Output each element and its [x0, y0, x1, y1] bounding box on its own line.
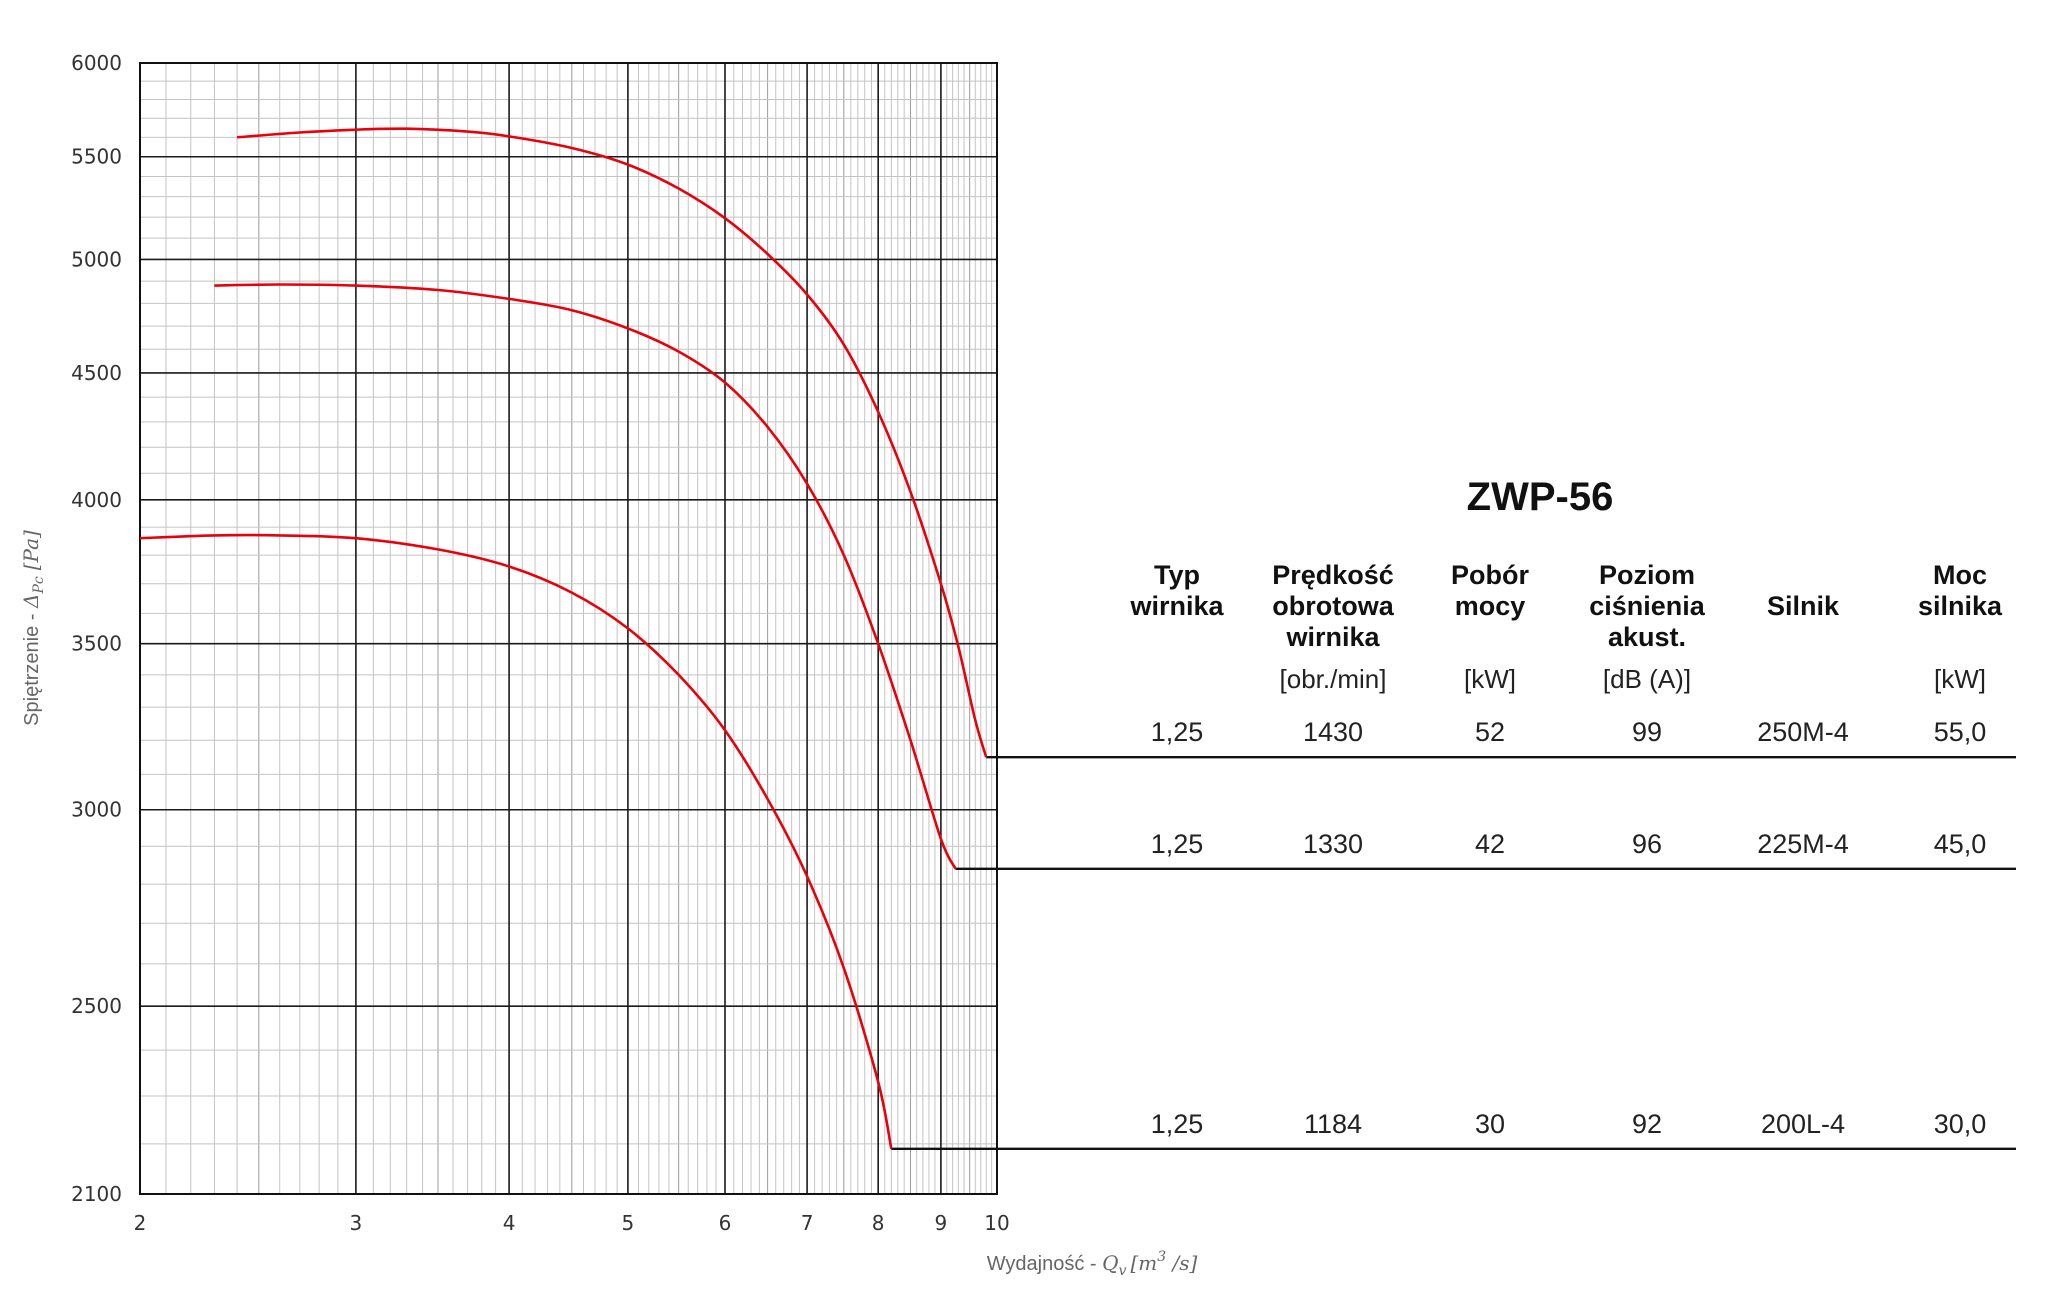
performance-curve-1 — [237, 127, 988, 758]
table-cell: 52 — [1475, 717, 1505, 747]
column-unit: [dB (A)] — [1603, 664, 1691, 694]
performance-curve-2 — [214, 283, 957, 870]
table-cell: 1330 — [1303, 829, 1363, 859]
x-tick-label: 4 — [503, 1211, 516, 1235]
table-cell: 99 — [1632, 717, 1662, 747]
column-header: Prędkość obrotowa wirnika — [1272, 560, 1395, 652]
model-title: ZWP-56 — [1467, 475, 1614, 519]
column-unit: [obr./min] — [1280, 664, 1387, 694]
table-row: 1,25 1430 52 99 250M-4 55,0 — [1151, 717, 1987, 747]
table-cell: 1430 — [1303, 717, 1363, 747]
column-header: Pobór mocy — [1451, 560, 1529, 621]
x-tick-label: 5 — [622, 1211, 635, 1235]
column-unit: [kW] — [1934, 664, 1986, 694]
axes — [139, 62, 998, 1195]
table-cell: 30,0 — [1934, 1109, 1987, 1139]
table-body: 1,25 1430 52 99 250M-4 55,0 1,25 1330 42 96 225M-4… — [1151, 717, 1987, 1139]
major-grid — [139, 62, 998, 1195]
table-header: Typ wirnika Prędkość obrotowa wirnika [obr./m… — [1129, 560, 2003, 694]
y-tick-label: 5500 — [71, 145, 122, 169]
y-tick-label: 3500 — [71, 632, 122, 656]
y-tick-label: 5000 — [71, 247, 122, 271]
x-tick-label: 3 — [350, 1211, 363, 1235]
table-cell: 250M-4 — [1757, 717, 1849, 747]
table-cell: 96 — [1632, 829, 1662, 859]
table-row: 1,25 1330 42 96 225M-4 45,0 — [1151, 829, 1987, 859]
plot-frame — [139, 62, 998, 1195]
column-header: Silnik — [1767, 591, 1840, 621]
table-cell: 225M-4 — [1757, 829, 1849, 859]
table-cell: 42 — [1475, 829, 1505, 859]
x-tick-label: 2 — [134, 1211, 147, 1235]
table-cell: 1,25 — [1151, 1109, 1204, 1139]
y-tick-label: 4500 — [71, 361, 122, 385]
duty-point-leader-lines — [891, 755, 2016, 1150]
column-header: Typ wirnika — [1129, 560, 1224, 621]
column-unit: [kW] — [1464, 664, 1516, 694]
x-axis-title: Wydajność - Qv [m3 /s] — [987, 1249, 1198, 1279]
column-header: Moc silnika — [1918, 560, 2003, 621]
x-tick-label: 6 — [719, 1211, 732, 1235]
y-tick-label: 6000 — [71, 51, 122, 75]
table-cell: 92 — [1632, 1109, 1662, 1139]
performance-curves — [139, 127, 988, 1150]
x-tick-label: 8 — [872, 1211, 885, 1235]
table-cell: 55,0 — [1934, 717, 1987, 747]
table-cell: 45,0 — [1934, 829, 1987, 859]
table-cell: 30 — [1475, 1109, 1505, 1139]
performance-curve-3 — [139, 533, 893, 1150]
y-tick-label: 2500 — [71, 994, 122, 1018]
table-cell: 200L-4 — [1761, 1109, 1845, 1139]
x-tick-label: 10 — [984, 1211, 1009, 1235]
y-tick-labels: 2100 2500 3000 3500 4000 4500 5000 5500 6000 — [71, 51, 122, 1206]
x-tick-label: 9 — [935, 1211, 948, 1235]
table-cell: 1,25 — [1151, 829, 1204, 859]
y-tick-label: 2100 — [71, 1182, 122, 1206]
y-tick-label: 4000 — [71, 488, 122, 512]
table-row: 1,25 1184 30 92 200L-4 30,0 — [1151, 1109, 1987, 1139]
y-tick-label: 3000 — [71, 798, 122, 822]
table-cell: 1,25 — [1151, 717, 1204, 747]
y-axis-title: Spiętrzenie - ΔPc[Pa] — [19, 530, 47, 726]
x-tick-label: 7 — [801, 1211, 814, 1235]
table-cell: 1184 — [1304, 1109, 1362, 1139]
minor-grid — [140, 63, 997, 1195]
column-header: Poziom ciśnienia akust. — [1589, 560, 1706, 652]
x-tick-labels: 2 3 4 5 6 7 8 9 10 — [134, 1211, 1010, 1235]
